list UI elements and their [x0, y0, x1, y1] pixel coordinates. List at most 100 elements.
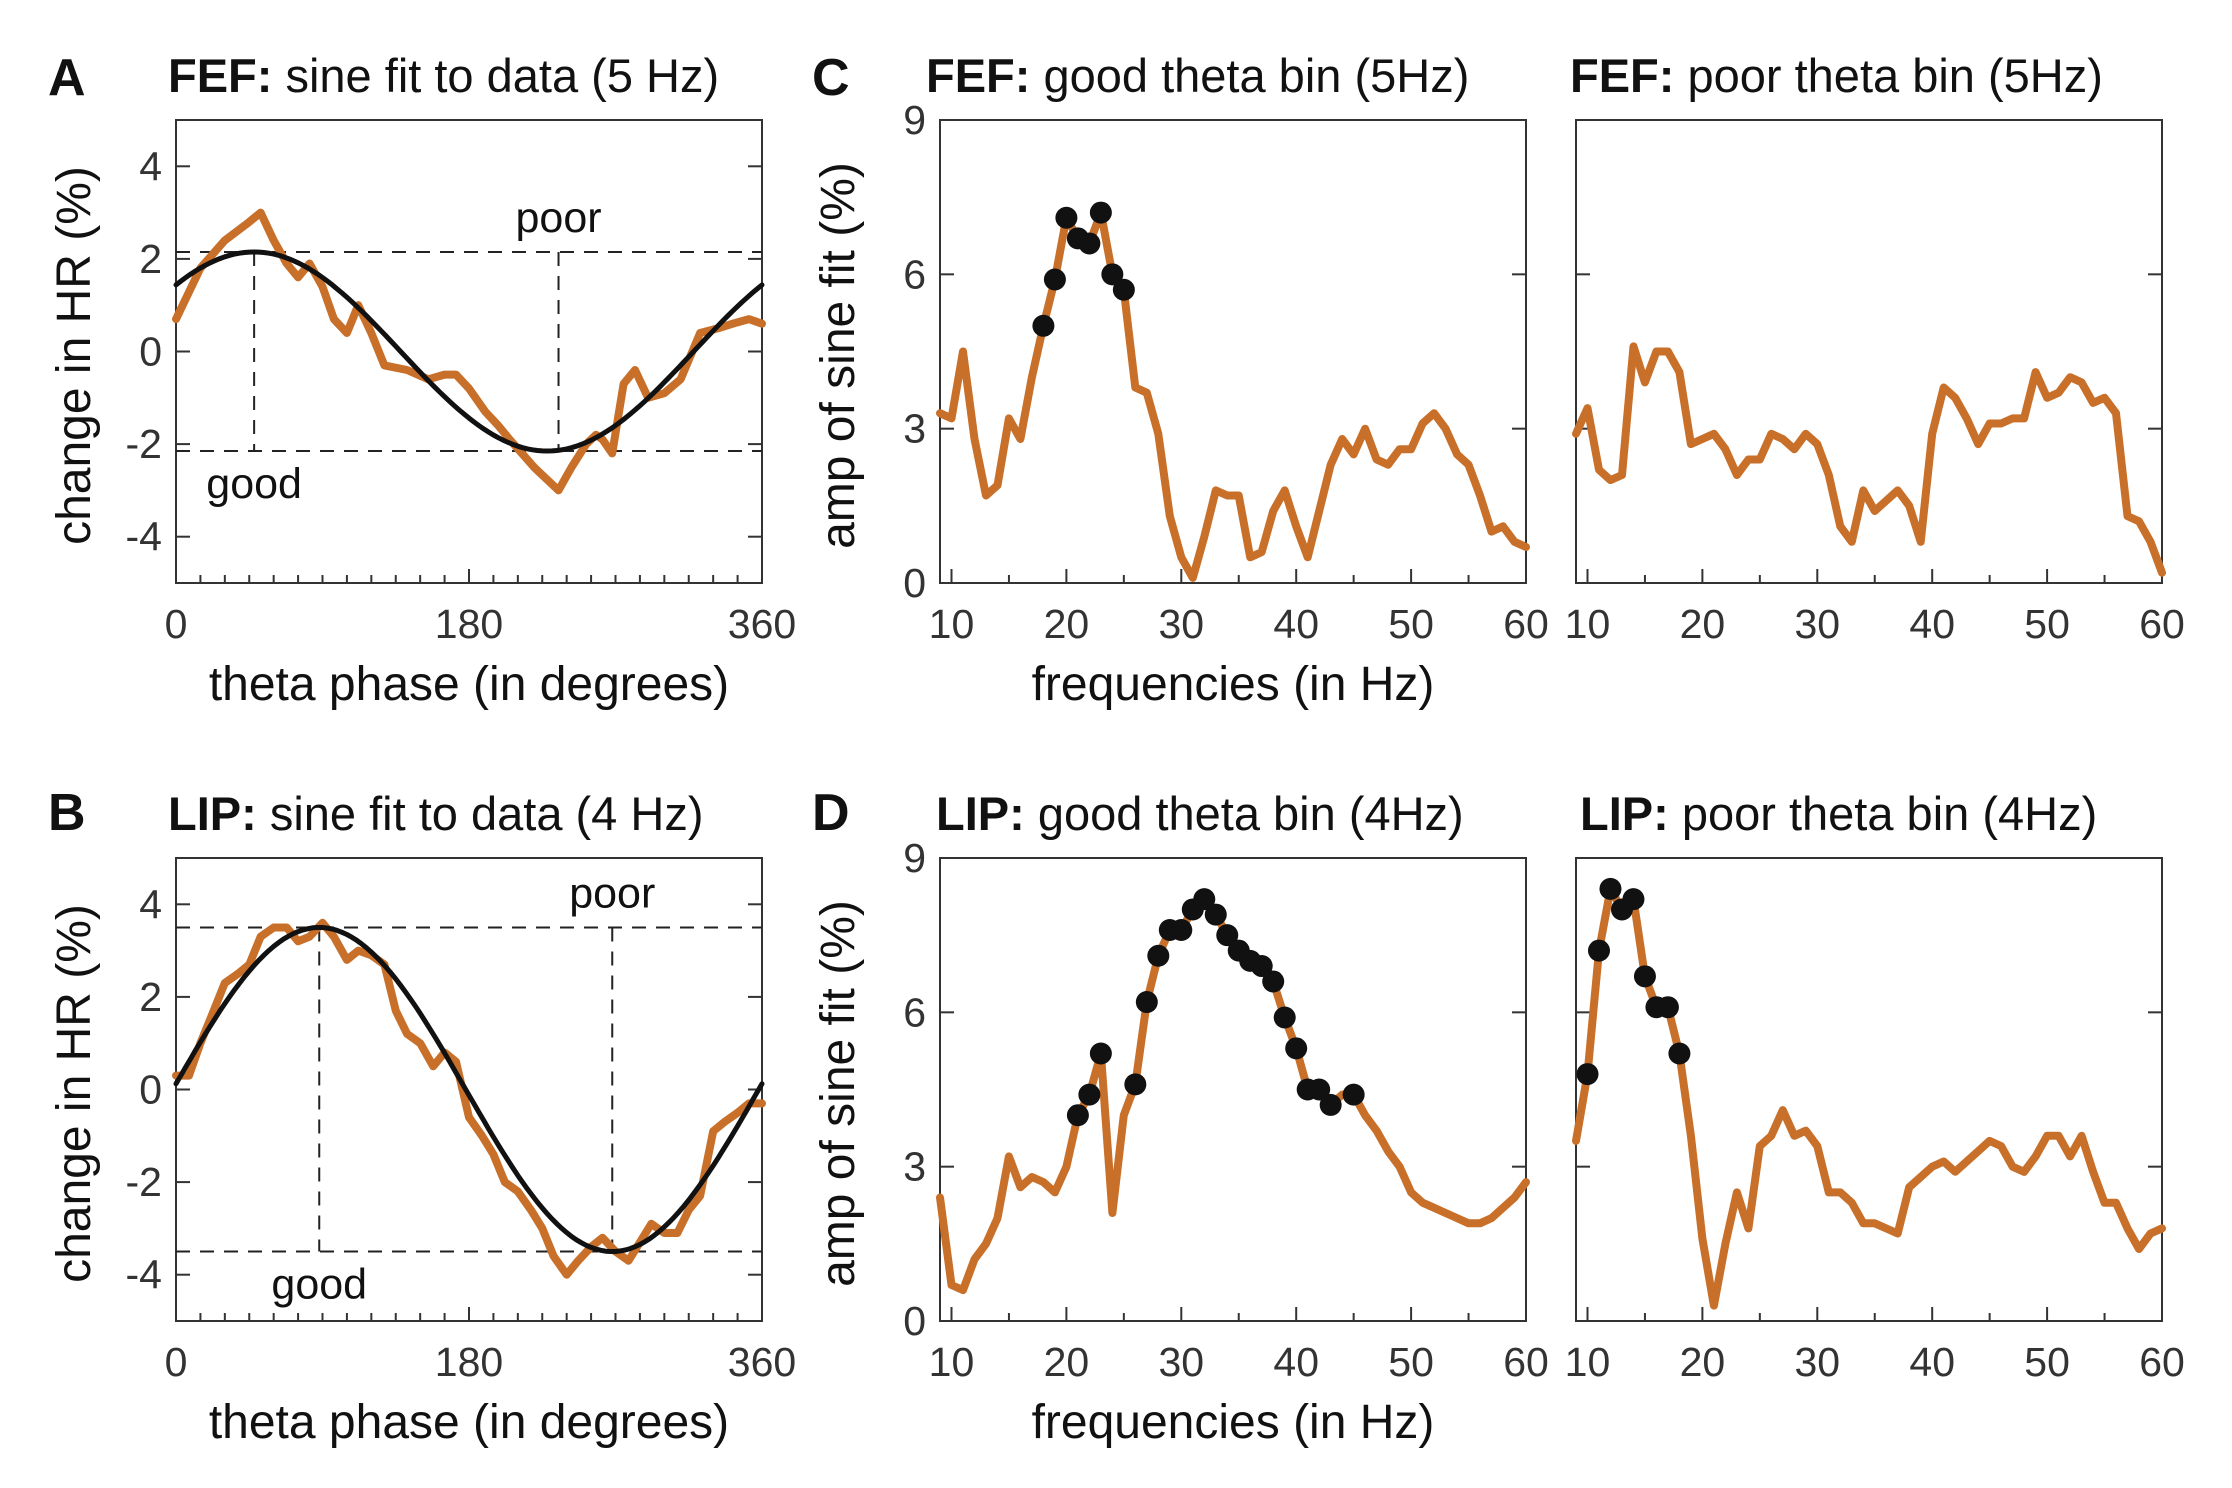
fef_sine-annotation-poor: poor — [515, 194, 601, 242]
lip_poor-xtick-label: 10 — [1565, 1339, 1611, 1385]
fef_good-plot-frame — [939, 119, 1527, 584]
fef_poor-title: FEF: poor theta bin (5Hz) — [1570, 49, 2103, 102]
fef_good-significant-marker — [1043, 268, 1066, 291]
fef_sine-xtick-label: 0 — [165, 601, 188, 647]
fef_good-ytick-label: 6 — [903, 251, 926, 297]
lip_good-significant-marker — [1147, 944, 1170, 967]
lip_good-xtick-label: 20 — [1044, 1339, 1090, 1385]
lip_good-significant-marker — [1319, 1093, 1342, 1116]
fef_good-xtick-label: 20 — [1044, 601, 1090, 647]
panel-letter-c: C — [812, 49, 850, 107]
fef_good-data-line — [936, 208, 1530, 582]
fef_sine-xtick-label: 360 — [728, 601, 796, 647]
lip_good-significant-marker — [1216, 924, 1239, 947]
lip_good-xtick-label: 10 — [929, 1339, 975, 1385]
fef_poor-title-rest: poor theta bin (5Hz) — [1674, 49, 2102, 102]
fef_sine-annotation-good: good — [206, 460, 302, 508]
lip_good-significant-marker — [1078, 1083, 1101, 1106]
fef_good-xtick-label: 10 — [929, 601, 975, 647]
lip_good-title-bold: LIP: — [936, 787, 1025, 840]
fef_good-ytick-label: 0 — [903, 560, 926, 606]
lip_good-significant-marker — [1250, 955, 1273, 978]
fef_good-xtick-label: 50 — [1388, 601, 1434, 647]
lip_good-significant-marker — [1204, 903, 1227, 926]
lip_sine-title-bold: LIP: — [168, 787, 257, 840]
fef_good-xtick-label: 60 — [1503, 601, 1549, 647]
fef_sine-title: FEF: sine fit to data (5 Hz) — [168, 49, 719, 102]
lip_good-ytick-label: 3 — [903, 1144, 926, 1190]
lip_poor-xtick-label: 40 — [1909, 1339, 1955, 1385]
panel-letter-a: A — [48, 49, 86, 107]
lip_sine-ytick-label: -4 — [126, 1252, 162, 1298]
lip_sine-sine-fit-line — [173, 925, 765, 1254]
fef_sine-xlabel: theta phase (in degrees) — [209, 658, 729, 711]
lip_good-significant-marker — [1066, 1104, 1089, 1127]
lip_poor-significant-marker — [1633, 965, 1656, 988]
lip_poor-title-bold: LIP: — [1580, 787, 1669, 840]
fef_good-significant-marker — [1032, 314, 1055, 337]
fef_good-ytick-label: 3 — [903, 406, 926, 452]
lip_sine-xtick-label: 0 — [165, 1339, 188, 1385]
fef_good-xlabel: frequencies (in Hz) — [1032, 658, 1435, 711]
lip_good-title-rest: good theta bin (4Hz) — [1025, 787, 1464, 840]
fef_poor-xtick-label: 20 — [1680, 601, 1726, 647]
lip_poor-title: LIP: poor theta bin (4Hz) — [1580, 787, 2097, 840]
fef_good-xtick-label: 40 — [1273, 601, 1319, 647]
lip_poor-title-rest: poor theta bin (4Hz) — [1669, 787, 2097, 840]
lip_good-significant-marker — [1308, 1078, 1331, 1101]
lip_good-xtick-label: 50 — [1388, 1339, 1434, 1385]
fef_sine-title-bold: FEF: — [168, 49, 272, 102]
lip_sine-title: LIP: sine fit to data (4 Hz) — [168, 787, 703, 840]
fef_good-title: FEF: good theta bin (5Hz) — [926, 49, 1469, 102]
lip_poor-significant-marker — [1587, 939, 1610, 962]
fef_sine-plot-frame — [175, 119, 763, 584]
fef_sine-ylabel: change in HR (%) — [48, 166, 101, 545]
lip_sine-ytick-label: -2 — [126, 1159, 162, 1205]
lip_good-xtick-label: 30 — [1158, 1339, 1204, 1385]
lip_sine-title-rest: sine fit to data (4 Hz) — [257, 787, 704, 840]
lip_poor-significant-marker — [1599, 877, 1622, 900]
fef_good-significant-marker — [1101, 263, 1124, 286]
lip_good-ytick-label: 9 — [903, 835, 926, 881]
fef_good-ylabel: amp of sine fit (%) — [812, 162, 865, 549]
lip_good-xtick-label: 60 — [1503, 1339, 1549, 1385]
lip_sine-xlabel: theta phase (in degrees) — [209, 1396, 729, 1449]
fef_good-significant-marker — [1055, 206, 1078, 229]
lip_good-significant-marker — [1342, 1083, 1365, 1106]
fef_poor-xtick-label: 10 — [1565, 601, 1611, 647]
fef_sine-ytick-label: -4 — [126, 514, 162, 560]
lip_sine-annotation-poor: poor — [569, 869, 655, 917]
lip_poor-xtick-label: 20 — [1680, 1339, 1726, 1385]
fef_sine-ytick-label: 4 — [139, 143, 162, 189]
lip_poor-significant-marker — [1668, 1042, 1691, 1065]
lip_sine-ytick-label: 4 — [139, 881, 162, 927]
fef_good-xtick-label: 30 — [1158, 601, 1204, 647]
fef_sine-title-rest: sine fit to data (5 Hz) — [272, 49, 719, 102]
panel-letter-b: B — [48, 784, 86, 842]
fef_poor-title-bold: FEF: — [1570, 49, 1674, 102]
lip_sine-data-line — [172, 918, 766, 1279]
fef_poor-plot-frame — [1575, 119, 2163, 584]
lip_good-significant-marker — [1124, 1073, 1147, 1096]
fef_sine-ytick-label: -2 — [126, 421, 162, 467]
lip_sine-ytick-label: 0 — [139, 1067, 162, 1113]
lip_poor-plot-frame — [1575, 857, 2163, 1322]
lip_good-xlabel: frequencies (in Hz) — [1032, 1396, 1435, 1449]
lip_good-significant-marker — [1273, 1006, 1296, 1029]
lip_good-significant-marker — [1193, 888, 1216, 911]
lip_poor-significant-marker — [1656, 996, 1679, 1019]
fef_good-significant-marker — [1078, 232, 1101, 255]
lip_good-plot-frame — [939, 857, 1527, 1322]
lip_good-significant-marker — [1170, 919, 1193, 942]
fef_sine-sine-fit-line — [173, 249, 765, 454]
fef_poor-xtick-label: 50 — [2024, 601, 2070, 647]
fef_sine-ytick-label: 0 — [139, 329, 162, 375]
lip_good-xtick-label: 40 — [1273, 1339, 1319, 1385]
lip_poor-data-line — [1572, 884, 2166, 1310]
lip_good-significant-marker — [1089, 1042, 1112, 1065]
lip_good-ytick-label: 0 — [903, 1298, 926, 1344]
fef_good-significant-marker — [1112, 278, 1135, 301]
fef_good-ytick-label: 9 — [903, 97, 926, 143]
fef_good-title-rest: good theta bin (5Hz) — [1030, 49, 1469, 102]
lip_poor-xtick-label: 50 — [2024, 1339, 2070, 1385]
